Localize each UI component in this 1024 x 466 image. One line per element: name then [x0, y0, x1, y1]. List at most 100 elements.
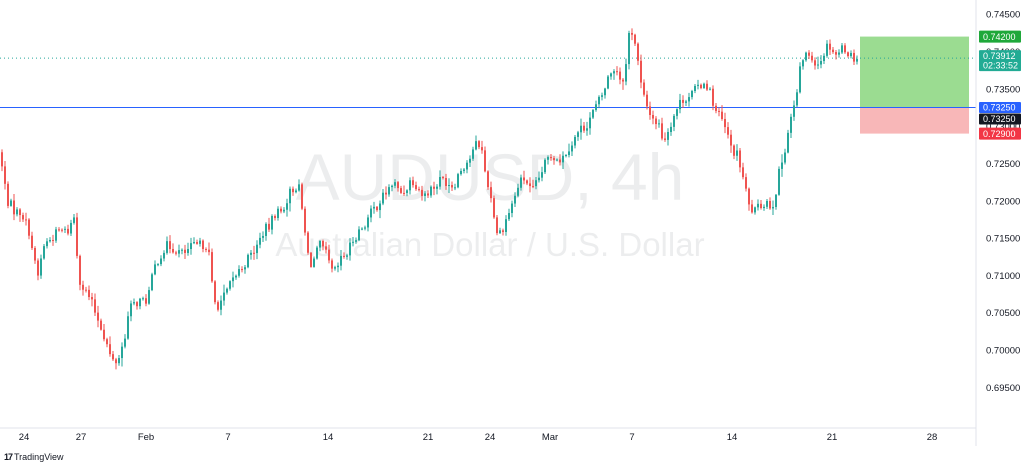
candle-body	[478, 141, 480, 148]
price-tick-label: 0.73500	[986, 84, 1020, 95]
candle-body	[556, 159, 558, 161]
candle-body	[346, 255, 348, 257]
time-tick-label: 24	[19, 432, 30, 443]
candle-body	[475, 141, 477, 150]
candle-body	[22, 215, 24, 220]
candle-body	[787, 132, 789, 153]
candle-body	[604, 88, 606, 96]
time-tick-label: 14	[323, 432, 334, 443]
candle-body	[799, 66, 801, 93]
candle-body	[208, 249, 210, 253]
candle-body	[196, 242, 198, 244]
candle-body	[451, 185, 453, 188]
candle-body	[511, 203, 513, 214]
watermark-symbol: AUDUSD, 4h	[296, 140, 685, 214]
candle-body	[598, 96, 600, 105]
candle-body	[835, 52, 837, 55]
candle-body	[841, 45, 843, 53]
candle-body	[661, 123, 663, 139]
candle-body	[286, 203, 288, 210]
candle-body	[448, 185, 450, 187]
candle-body	[544, 159, 546, 173]
price-tick-label: 0.71000	[986, 271, 1020, 282]
current-price-countdown: 02:33:52	[983, 61, 1018, 71]
candle-body	[625, 64, 627, 82]
candle-body	[670, 126, 672, 132]
candle-body	[853, 52, 855, 62]
candle-body	[313, 258, 315, 267]
candle-body	[769, 200, 771, 209]
candle-body	[733, 145, 735, 156]
candle-body	[820, 61, 822, 65]
candle-body	[637, 43, 639, 61]
candle-body	[211, 252, 213, 282]
candle-body	[757, 203, 759, 208]
candle-body	[388, 187, 390, 195]
candle-body	[157, 264, 159, 266]
candle-body	[655, 118, 657, 125]
candle-body	[112, 354, 114, 360]
candle-body	[550, 157, 552, 159]
candle-body	[460, 170, 462, 175]
candle-body	[169, 241, 171, 249]
candle-body	[616, 71, 618, 73]
candle-body	[304, 208, 306, 233]
candle-body	[172, 248, 174, 253]
candle-body	[235, 275, 237, 278]
candle-body	[502, 230, 504, 233]
candle-body	[397, 182, 399, 189]
candle-body	[58, 229, 60, 231]
price-tick-label: 0.73000	[986, 122, 1020, 133]
candle-body	[580, 125, 582, 133]
candle-body	[403, 192, 405, 194]
candle-body	[193, 242, 195, 244]
candle-body	[241, 269, 243, 271]
candle-body	[379, 203, 381, 211]
candle-body	[763, 206, 765, 209]
candle-body	[199, 240, 201, 244]
candle-body	[766, 200, 768, 207]
candle-body	[373, 206, 375, 209]
candle-body	[805, 52, 807, 61]
symbol-watermark: AUDUSD, 4h Australian Dollar / U.S. Doll…	[275, 140, 704, 263]
candle-body	[43, 246, 45, 259]
candle-body	[181, 249, 183, 251]
candle-body	[712, 88, 714, 106]
candle-body	[4, 166, 6, 184]
candle-body	[703, 83, 705, 89]
candle-body	[49, 239, 51, 242]
candle-body	[202, 240, 204, 250]
candle-body	[118, 358, 120, 364]
candle-body	[592, 110, 594, 118]
candle-body	[427, 193, 429, 196]
time-tick-label: 14	[727, 432, 738, 443]
candle-body	[673, 115, 675, 127]
candle-body	[856, 59, 858, 62]
stop-loss-tag-bg	[979, 127, 1021, 140]
candle-body	[607, 76, 609, 89]
candle-body	[214, 281, 216, 303]
candle-body	[508, 213, 510, 220]
candle-body	[109, 344, 111, 355]
candle-body	[553, 158, 555, 161]
candle-body	[409, 180, 411, 191]
current-price-value: 0.73912	[983, 51, 1016, 61]
candle-body	[682, 99, 684, 103]
candle-body	[442, 177, 444, 179]
candle-body	[466, 162, 468, 170]
candle-body	[649, 106, 651, 115]
candle-body	[775, 194, 777, 207]
candle-body	[121, 346, 123, 359]
candle-body	[247, 254, 249, 268]
candle-body	[589, 117, 591, 129]
candle-body	[19, 209, 21, 216]
candle-body	[73, 217, 75, 223]
candle-body	[784, 152, 786, 163]
time-tick-label: 21	[827, 432, 838, 443]
last-value-tag-bg	[979, 113, 1021, 125]
candle-body	[160, 258, 162, 265]
candle-body	[754, 207, 756, 213]
candle-body	[418, 189, 420, 191]
